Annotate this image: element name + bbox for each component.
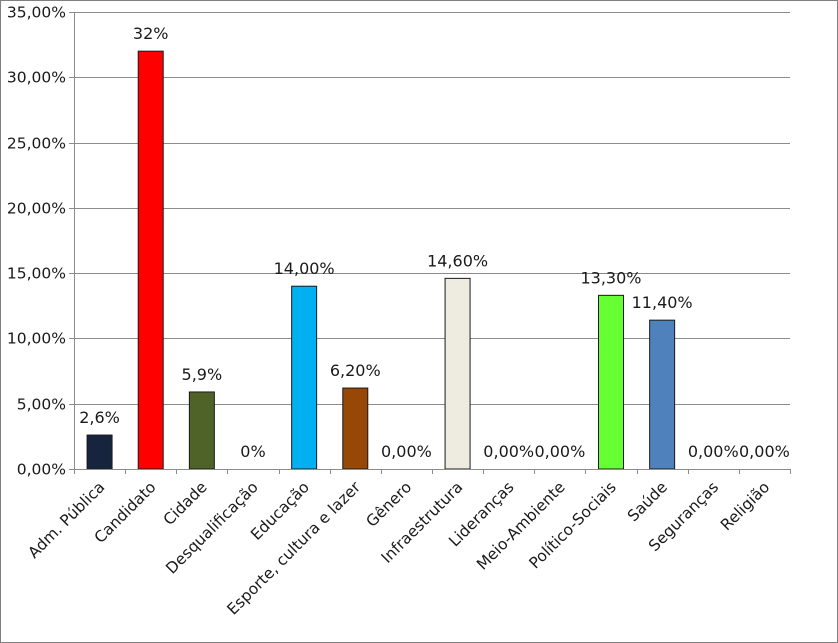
gridlines xyxy=(69,12,790,470)
y-tick-label: 25,00% xyxy=(7,135,66,153)
y-tick-label: 10,00% xyxy=(7,330,66,348)
y-tick-label: 0,00% xyxy=(17,461,66,479)
bars xyxy=(86,50,676,470)
x-tick-label: Meio-Ambiente xyxy=(473,478,569,574)
data-label: 0,00% xyxy=(381,442,432,461)
data-label: 13,30% xyxy=(580,268,641,287)
data-label: 5,9% xyxy=(182,365,223,384)
bar xyxy=(291,285,318,470)
data-label: 0,00% xyxy=(483,442,534,461)
x-tick-label: Saúde xyxy=(624,478,671,525)
data-label: 2,6% xyxy=(79,408,120,427)
data-label: 14,60% xyxy=(427,251,488,270)
data-label: 6,20% xyxy=(330,361,381,380)
bar xyxy=(649,319,676,470)
data-label: 0,00% xyxy=(739,442,790,461)
y-tick-label: 5,00% xyxy=(17,396,66,414)
data-label: 0% xyxy=(240,442,265,461)
x-tick-label: Cidade xyxy=(160,478,211,529)
y-tick-label: 15,00% xyxy=(7,265,66,283)
bar xyxy=(598,294,624,470)
x-tick-label: Adm. Pública xyxy=(25,478,109,562)
y-tick-label: 30,00% xyxy=(7,69,66,87)
data-label: 0,00% xyxy=(688,442,739,461)
bar xyxy=(188,391,215,470)
y-tick-label: 20,00% xyxy=(7,200,66,218)
bar xyxy=(342,387,369,470)
data-label: 11,40% xyxy=(632,293,693,312)
data-label: 14,00% xyxy=(274,259,335,278)
x-tick-label: Político-Sociais xyxy=(526,478,620,572)
bar xyxy=(137,50,164,470)
data-labels: 2,6% 32% 5,9% 0% 14,00% 6,20% 0,00% 14,60% 0,00%… xyxy=(79,24,790,461)
data-label: 0,00% xyxy=(534,442,585,461)
y-tick-label: 35,00% xyxy=(7,4,66,22)
bar xyxy=(444,277,471,470)
x-tick-label: Desqualificação xyxy=(162,478,261,577)
data-label: 32% xyxy=(133,24,169,43)
bar xyxy=(86,434,113,470)
axes xyxy=(74,12,790,470)
y-axis-tick-labels: 0,00% 5,00% 10,00% 15,00% 20,00% 25,00% 30,00%… xyxy=(7,4,66,479)
x-tick-label: Gênero xyxy=(363,478,416,531)
x-tick-label: Religião xyxy=(717,478,773,534)
